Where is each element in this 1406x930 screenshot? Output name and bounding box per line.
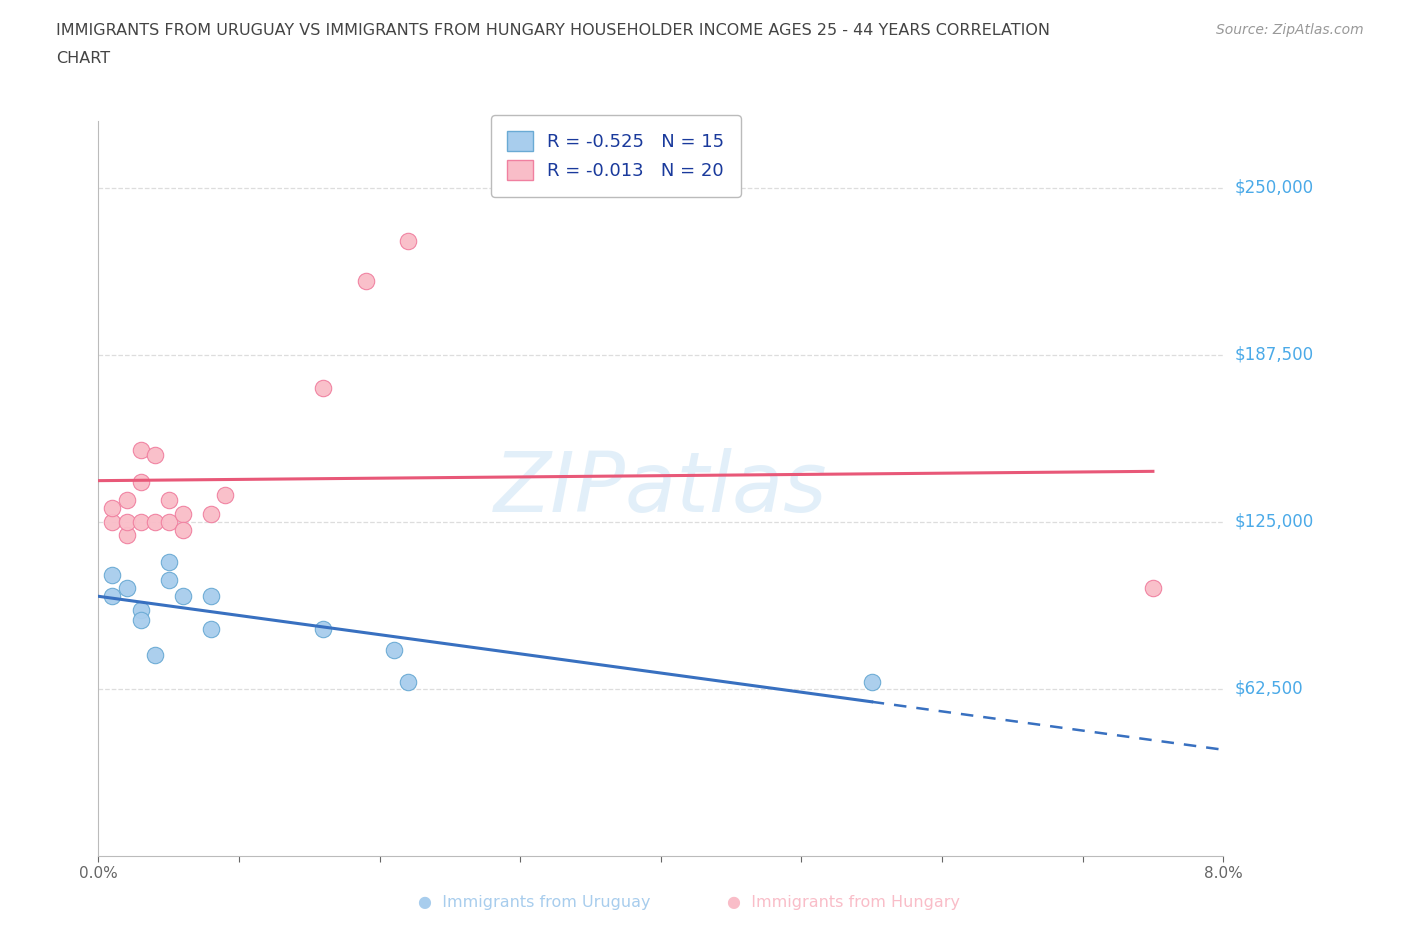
Text: $187,500: $187,500	[1234, 346, 1313, 364]
Point	[157, 573, 180, 588]
Point	[157, 514, 180, 529]
Point	[860, 674, 883, 689]
Point	[101, 589, 124, 604]
Point	[101, 501, 124, 516]
Point	[312, 380, 335, 395]
Point	[129, 603, 152, 618]
Point	[1142, 581, 1164, 596]
Point	[143, 648, 166, 663]
Point	[143, 447, 166, 462]
Point	[396, 233, 419, 248]
Point	[200, 621, 222, 636]
Point	[382, 643, 405, 658]
Point	[129, 442, 152, 457]
Point	[129, 613, 152, 628]
Point	[354, 273, 377, 288]
Text: Source: ZipAtlas.com: Source: ZipAtlas.com	[1216, 23, 1364, 37]
Point	[143, 514, 166, 529]
Point	[115, 493, 138, 508]
Text: ZIPatlas: ZIPatlas	[494, 447, 828, 529]
Point	[129, 474, 152, 489]
Point	[115, 527, 138, 542]
Point	[115, 581, 138, 596]
Point	[101, 514, 124, 529]
Point	[129, 514, 152, 529]
Legend: R = -0.525   N = 15, R = -0.013   N = 20: R = -0.525 N = 15, R = -0.013 N = 20	[491, 115, 741, 196]
Point	[115, 514, 138, 529]
Point	[172, 523, 194, 538]
Text: ●  Immigrants from Hungary: ● Immigrants from Hungary	[727, 895, 960, 910]
Point	[172, 589, 194, 604]
Text: $250,000: $250,000	[1234, 179, 1313, 196]
Point	[157, 554, 180, 569]
Point	[200, 506, 222, 521]
Point	[157, 493, 180, 508]
Point	[172, 506, 194, 521]
Point	[200, 589, 222, 604]
Point	[214, 487, 236, 502]
Point	[312, 621, 335, 636]
Text: ●  Immigrants from Uruguay: ● Immigrants from Uruguay	[418, 895, 651, 910]
Point	[101, 567, 124, 582]
Text: $62,500: $62,500	[1234, 680, 1303, 698]
Point	[396, 674, 419, 689]
Text: $125,000: $125,000	[1234, 512, 1313, 531]
Text: CHART: CHART	[56, 51, 110, 66]
Text: IMMIGRANTS FROM URUGUAY VS IMMIGRANTS FROM HUNGARY HOUSEHOLDER INCOME AGES 25 - : IMMIGRANTS FROM URUGUAY VS IMMIGRANTS FR…	[56, 23, 1050, 38]
